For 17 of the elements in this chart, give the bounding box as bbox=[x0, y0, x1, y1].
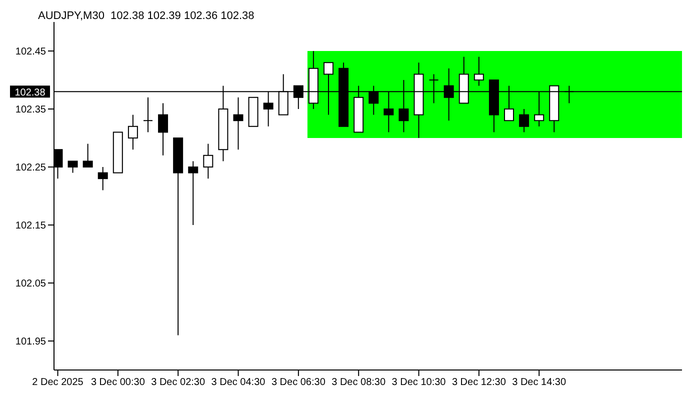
y-tick-label: 101.95 bbox=[15, 336, 46, 348]
y-tick-label: 102.15 bbox=[15, 220, 46, 232]
ref-line-label: 102.38 bbox=[14, 88, 46, 99]
x-tick-label: 3 Dec 08:30 bbox=[332, 377, 386, 388]
x-tick-label: 3 Dec 12:30 bbox=[452, 377, 506, 388]
y-tick-label: 102.45 bbox=[15, 46, 46, 58]
x-tick-label: 3 Dec 02:30 bbox=[151, 377, 206, 388]
x-tick-label: 2 Dec 2025 bbox=[32, 377, 84, 388]
chart-title: AUDJPY,M30 102.38 102.39 102.36 102.38 bbox=[38, 10, 254, 22]
y-tick-label: 102.25 bbox=[15, 162, 46, 174]
x-tick-label: 3 Dec 10:30 bbox=[392, 377, 446, 388]
x-tick-label: 3 Dec 06:30 bbox=[271, 377, 326, 388]
x-tick-label: 3 Dec 00:30 bbox=[90, 377, 146, 388]
y-tick-label: 102.35 bbox=[15, 104, 46, 116]
x-tick-label: 3 Dec 14:30 bbox=[512, 377, 566, 388]
x-tick-label: 3 Dec 04:30 bbox=[211, 377, 266, 388]
y-tick-label: 102.05 bbox=[15, 278, 46, 290]
